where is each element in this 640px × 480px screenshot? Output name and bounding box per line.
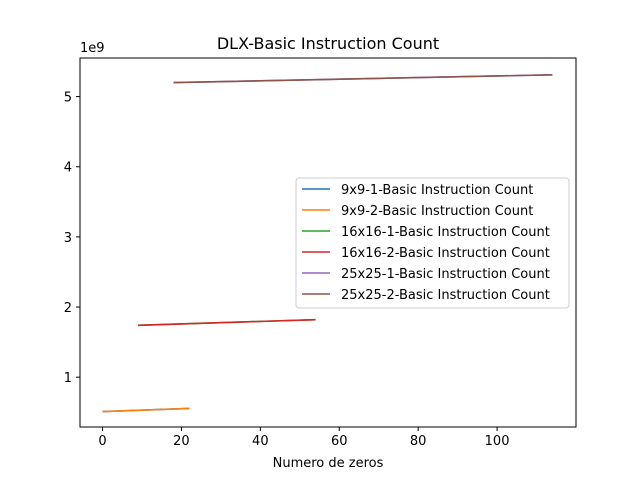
legend-label: 9x9-2-Basic Instruction Count	[341, 204, 533, 219]
legend-box	[295, 177, 570, 309]
x-axis-label: Numero de zeros	[273, 456, 384, 471]
series-line-4	[137, 318, 316, 327]
legend-label: 9x9-1-Basic Instruction Count	[341, 183, 533, 198]
x-tick-label: 80	[410, 434, 427, 449]
x-tick-label: 40	[252, 434, 269, 449]
y-tick-label: 4	[64, 161, 72, 176]
y-tick-label: 2	[64, 301, 72, 316]
legend-label: 16x16-2-Basic Instruction Count	[341, 246, 550, 261]
x-tick-label: 100	[485, 434, 510, 449]
legend-label: 25x25-2-Basic Instruction Count	[341, 288, 550, 303]
y-tick-label: 5	[64, 91, 72, 106]
plot-frame	[79, 57, 577, 428]
plot-marks	[102, 74, 553, 413]
series-line-6	[173, 74, 553, 84]
x-tick-label: 20	[173, 434, 190, 449]
y-tick-label: 1	[64, 371, 72, 386]
y-offset-label: 1e9	[80, 41, 105, 56]
legend-label: 25x25-1-Basic Instruction Count	[341, 267, 550, 282]
chart-title: DLX-Basic Instruction Count	[217, 34, 439, 53]
legend-label: 16x16-1-Basic Instruction Count	[341, 225, 550, 240]
legend: 9x9-1-Basic Instruction Count 9x9-2-Basic…	[295, 177, 570, 309]
x-axis: 0 20 40 60 80 100	[98, 427, 509, 449]
x-tick-label: 60	[331, 434, 348, 449]
y-axis: 1 2 3 4 5	[64, 91, 80, 386]
x-tick-label: 0	[98, 434, 106, 449]
y-tick-label: 3	[64, 231, 72, 246]
series-line-2	[102, 407, 190, 413]
